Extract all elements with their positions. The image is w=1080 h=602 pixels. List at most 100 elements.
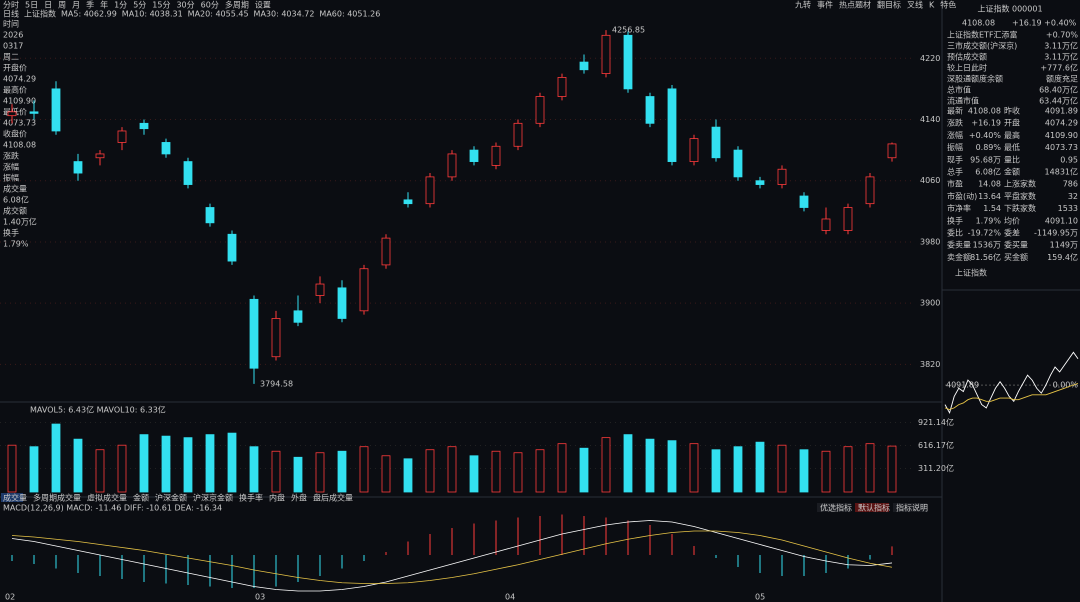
quote-value: 14831亿	[1045, 167, 1078, 177]
quote-label: 开盘	[1004, 118, 1020, 128]
period-tab[interactable]: 5日	[25, 1, 38, 10]
indicator-button[interactable]: 默认指标	[858, 503, 890, 513]
tool-button[interactable]: 特色	[940, 0, 956, 10]
period-tab[interactable]: 30分	[176, 1, 194, 10]
period-tab[interactable]: 月	[72, 1, 80, 10]
volume-bar	[95, 449, 105, 493]
sidebar-field: 4108.08	[3, 141, 36, 150]
volume-bar	[337, 450, 347, 493]
candle-body	[535, 96, 545, 124]
candle-body	[667, 88, 677, 162]
x-tick-label: 02	[5, 593, 15, 602]
info-value: 3.11万亿	[1044, 41, 1078, 51]
period-tab[interactable]: 分时	[3, 0, 19, 10]
candle-body	[293, 310, 303, 323]
x-tick-label: 04	[505, 593, 515, 602]
sidebar-field: 1.79%	[3, 240, 29, 249]
indicator-tab[interactable]: 换手率	[239, 493, 263, 503]
period-tab[interactable]: 年	[100, 0, 108, 10]
tool-button[interactable]: 九转	[795, 0, 811, 10]
period-tab[interactable]: 设置	[255, 0, 271, 10]
quote-value: 4109.90	[1045, 131, 1078, 140]
y-tick-label: 3980	[920, 237, 940, 246]
candle-body	[29, 111, 39, 114]
sidebar-field: 开盘价	[3, 63, 27, 73]
indicator-tab[interactable]: 沪深京金额	[193, 493, 233, 503]
tool-button[interactable]: 翻目标	[877, 0, 901, 10]
volume-bar	[733, 446, 743, 493]
volume-bar	[293, 456, 303, 493]
quote-value: 0.89%	[976, 143, 1002, 152]
indicator-tab[interactable]: 多周期成交量	[33, 493, 81, 503]
quote-label: 昨收	[1004, 106, 1020, 116]
volume-bar	[381, 455, 391, 493]
candle-body	[249, 298, 259, 369]
ma-legend: MA20: 4055.45	[188, 10, 249, 19]
indicator-tab[interactable]: 盘后成交量	[313, 493, 353, 503]
indicator-tab[interactable]: 虚拟成交量	[87, 493, 127, 503]
indicator-tab[interactable]: 内盘	[269, 493, 285, 503]
quote-label: 平盘家数	[1004, 191, 1036, 201]
info-label: 总市值	[947, 85, 971, 95]
candle-body	[95, 153, 105, 159]
tool-button[interactable]: 事件	[817, 0, 833, 10]
volume-bar	[689, 443, 699, 493]
volume-bar	[403, 458, 413, 493]
quote-price: 4108.08	[962, 19, 995, 28]
indicator-button[interactable]: 指标说明	[896, 503, 928, 513]
candle-body	[7, 111, 17, 117]
quote-label: 市盈	[947, 179, 963, 189]
quote-value: +0.40%	[969, 131, 1002, 140]
volume-bar	[271, 450, 281, 493]
volume-bar	[447, 446, 457, 493]
volume-bar	[513, 452, 523, 493]
candle-body	[865, 176, 875, 205]
candle-body	[799, 195, 809, 208]
indicator-button[interactable]: 优选指标	[820, 503, 852, 513]
intraday-tab[interactable]: 上证指数	[955, 268, 987, 278]
volume-bar	[425, 449, 435, 493]
indicator-tab[interactable]: 外盘	[291, 493, 307, 503]
volume-bar	[557, 443, 567, 493]
ma-legend: 日线	[3, 9, 19, 19]
candle-body	[403, 199, 413, 205]
volume-bar	[667, 440, 677, 493]
indicator-tab[interactable]: 沪深金额	[155, 493, 187, 503]
period-tab[interactable]: 15分	[152, 1, 170, 10]
candle-body	[381, 237, 391, 266]
volume-bar	[29, 446, 39, 493]
volume-bar	[887, 445, 897, 493]
period-tab[interactable]: 周	[58, 1, 66, 10]
high-label: 4256.85	[612, 26, 645, 35]
indicator-tab[interactable]: 成交量	[3, 493, 27, 503]
candle-body	[843, 207, 853, 231]
candle-body	[183, 161, 193, 185]
period-tab[interactable]: 5分	[133, 1, 146, 10]
quote-label: 振幅	[947, 142, 963, 152]
indicator-tab[interactable]: 金额	[133, 493, 149, 503]
quote-value: 81.56亿	[970, 252, 1001, 262]
tool-button[interactable]: 叉线	[907, 0, 923, 10]
quote-value: 1149万	[1050, 241, 1078, 250]
period-tab[interactable]: 多周期	[225, 0, 249, 10]
volume-bar	[843, 446, 853, 493]
quote-value: 4074.29	[1045, 119, 1078, 128]
period-tab[interactable]: 季	[86, 0, 94, 10]
period-tab[interactable]: 1分	[114, 1, 127, 10]
period-tab[interactable]: 日	[44, 1, 52, 10]
tool-button[interactable]: K	[929, 1, 935, 10]
info-label: 三市成交额(沪深京)	[947, 41, 1017, 51]
sidebar-field: 周二	[3, 53, 19, 62]
volume-bar	[205, 434, 215, 493]
x-tick-label: 03	[255, 593, 265, 602]
volume-bar	[7, 444, 17, 493]
quote-label: 卖金额	[947, 252, 971, 262]
tool-button[interactable]: 热点题材	[839, 0, 871, 10]
candle-body	[447, 153, 457, 178]
volume-header: MAVOL5: 6.43亿 MAVOL10: 6.33亿	[30, 405, 166, 415]
quote-value: 1.79%	[976, 216, 1002, 225]
ma-legend: MA5: 4062.99	[61, 10, 117, 19]
period-tab[interactable]: 60分	[201, 1, 219, 10]
ma-legend: MA60: 4051.26	[319, 10, 380, 19]
volume-bar	[579, 447, 589, 493]
